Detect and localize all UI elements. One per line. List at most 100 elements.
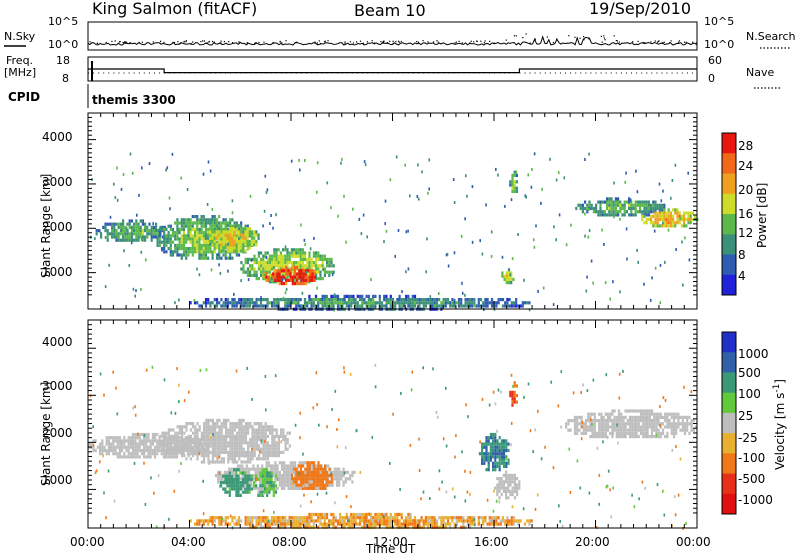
power-cell-r1 [235, 234, 238, 238]
velocity-cell-r1 [185, 441, 188, 445]
velocity-cell-r2 [291, 483, 295, 487]
power-cell-r7 [652, 200, 655, 204]
velocity-cell-r2 [280, 486, 284, 490]
power-cell-r1 [193, 231, 197, 235]
velocity-cell-r7 [494, 436, 497, 440]
power-cell-r7 [614, 197, 617, 201]
nave-point [631, 72, 632, 74]
power-cell-r0 [124, 235, 127, 239]
velocity-cell-r9 [602, 435, 605, 439]
power-scatter-echo [585, 289, 588, 293]
power-scatter-echo [453, 298, 456, 302]
noise-left-tick-top: 10^5 [48, 15, 78, 28]
velocity-cell-r6 [498, 489, 501, 493]
power-cell-r1 [171, 231, 175, 235]
velocity-cell-r9 [622, 422, 625, 426]
velocity-cell-r9 [604, 419, 607, 423]
power-cell-r2 [244, 230, 247, 234]
velocity-cell-r6 [502, 473, 505, 477]
velocity-cell-r0 [147, 445, 150, 449]
power-cell-r9 [262, 304, 265, 308]
power-cell-r0 [126, 238, 129, 242]
power-cell-r9 [466, 304, 469, 308]
power-cell-r1 [167, 224, 170, 228]
velocity-cell-r4 [268, 484, 271, 488]
velocity-cell-r5 [302, 477, 305, 481]
velocity-cell-r9 [628, 409, 632, 413]
velocity-cell-r9 [692, 419, 695, 423]
power-cell-r8 [667, 217, 670, 222]
power-cell-r3 [330, 257, 333, 261]
velocity-cell-r10 [251, 525, 254, 529]
velocity-cell-r9 [670, 428, 673, 432]
velocity-cell-r9 [606, 412, 610, 416]
power-cell-r8 [669, 217, 672, 222]
power-scatter-echo [517, 233, 519, 236]
velocity-cell-r9 [580, 419, 583, 423]
velocity-cell-r1 [271, 447, 274, 451]
power-cell-r1 [222, 221, 225, 225]
velocity-cell-r3 [248, 477, 251, 481]
velocity-cell-r10 [220, 519, 223, 523]
power-cell-r9 [215, 304, 219, 308]
power-cell-r2 [231, 243, 234, 247]
power-cell-r3 [249, 257, 252, 261]
velocity-cell-r9 [692, 428, 695, 432]
power-cell-r3 [293, 254, 296, 258]
power-cell-r5 [507, 281, 511, 285]
velocity-cell-r2 [276, 467, 279, 471]
power-cell-r9 [341, 298, 344, 302]
nsearch-point [515, 35, 517, 37]
power-cell-r9 [519, 304, 522, 308]
velocity-cell-r0 [140, 442, 143, 446]
nsearch-point [220, 40, 222, 42]
nsearch-point [160, 40, 162, 42]
velocity-cell-r1 [174, 438, 177, 442]
velocity-cell-r1 [209, 438, 212, 442]
velocity-cell-r0 [110, 442, 113, 446]
power-scatter-echo [130, 241, 133, 245]
velocity-cell-r10 [275, 519, 278, 523]
velocity-cell-r10 [466, 516, 469, 520]
velocity-cell-r10 [255, 525, 258, 529]
velocity-cell-r1 [214, 454, 217, 458]
velocity-cell-r9 [650, 431, 654, 435]
power-scatter-echo [374, 305, 377, 309]
power-cell-r0 [155, 235, 158, 239]
power-cell-r0 [141, 229, 144, 233]
velocity-cell-r10 [396, 516, 399, 520]
velocity-cell-r9 [675, 431, 678, 435]
power-cell-r8 [691, 211, 694, 215]
velocity-cell-r10 [398, 512, 401, 517]
velocity-cell-r10 [312, 512, 315, 517]
power-cell-r1 [240, 231, 243, 235]
velocity-cell-r2 [285, 474, 288, 478]
power-cell-r1 [207, 227, 210, 231]
velocity-cell-r1 [222, 422, 225, 426]
velocity-cell-r3 [230, 487, 234, 491]
velocity-cell-r1 [207, 457, 210, 461]
power-cell-r9 [251, 298, 254, 302]
velocity-cell-r3 [246, 474, 249, 478]
velocity-cell-r4 [263, 471, 267, 475]
velocity-cell-r10 [259, 516, 263, 520]
velocity-cell-r10 [416, 525, 419, 529]
power-cell-r0 [148, 232, 151, 236]
velocity-cell-r1 [258, 438, 261, 442]
power-cell-r1 [251, 234, 254, 238]
power-cell-r7 [625, 210, 628, 214]
velocity-cell-r10 [374, 516, 377, 520]
nave-point [377, 72, 379, 74]
velocity-cell-r10 [321, 512, 324, 517]
power-cell-r1 [202, 243, 205, 247]
velocity-cell-r10 [292, 522, 296, 526]
power-cell-r2 [231, 236, 234, 240]
velocity-cell-r9 [593, 412, 596, 416]
power-cell-r4 [304, 275, 308, 279]
power-cell-r3 [255, 257, 258, 261]
velocity-cell-r2 [256, 474, 259, 478]
power-cell-r3 [242, 264, 245, 268]
velocity-cell-r8 [513, 381, 516, 385]
velocity-cell-r9 [679, 415, 682, 419]
velocity-cell-r1 [231, 450, 234, 454]
